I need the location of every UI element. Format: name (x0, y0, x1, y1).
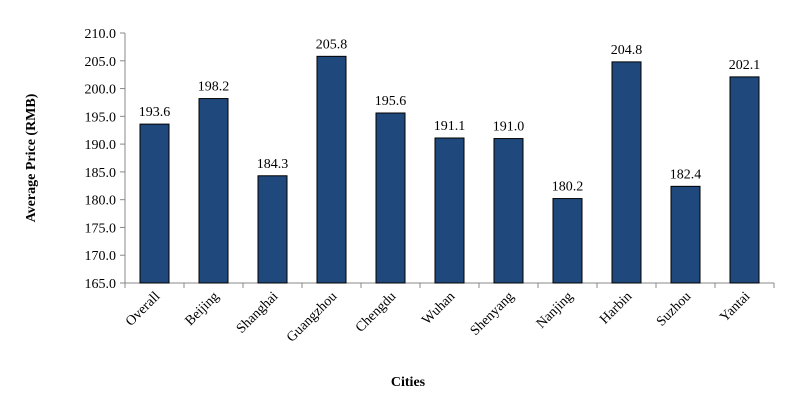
y-tick-label: 170.0 (85, 249, 117, 264)
bar-shanghai (257, 175, 288, 284)
x-tick-label: Overall (123, 289, 163, 329)
data-label: 195.6 (375, 94, 407, 109)
data-label: 191.1 (434, 119, 466, 134)
bar-guangzhou (316, 55, 347, 284)
bar-nanjing (552, 198, 583, 284)
bar-wuhan (434, 137, 465, 284)
data-label: 204.8 (611, 43, 643, 58)
data-label: 202.1 (729, 58, 761, 73)
y-axis-label: Average Price (RMB) (24, 93, 39, 222)
x-axis-label: Cities (391, 375, 426, 390)
x-tick-label: Wuhan (420, 289, 459, 328)
bar-yantai (729, 76, 760, 284)
y-tick-label: 175.0 (85, 221, 117, 236)
x-tick-label: Shanghai (234, 289, 282, 337)
data-label: 205.8 (316, 37, 348, 52)
x-tick-label: Guangzhou (284, 289, 340, 345)
data-label: 198.2 (198, 80, 230, 95)
bar-chengdu (375, 112, 406, 284)
y-tick-label: 205.0 (85, 55, 117, 70)
bar-overall (139, 123, 170, 284)
y-tick-label: 200.0 (85, 83, 117, 98)
x-tick-label: Chengdu (353, 289, 399, 335)
x-tick-label: Shenyang (468, 289, 518, 339)
data-label: 180.2 (552, 180, 584, 195)
y-tick-label: 185.0 (85, 166, 117, 181)
y-tick-label: 190.0 (85, 138, 117, 153)
bar-beijing (198, 98, 229, 284)
x-tick-label: Nanjing (534, 289, 577, 332)
y-tick-label: 210.0 (85, 27, 117, 42)
bar-suzhou (670, 185, 701, 284)
x-tick-label: Yantai (717, 289, 753, 325)
x-tick-label: Harbin (597, 289, 635, 327)
x-tick-label: Beijing (183, 289, 223, 329)
y-tick-label: 165.0 (85, 277, 117, 292)
data-label: 191.0 (493, 120, 525, 135)
data-label: 193.6 (139, 105, 171, 120)
bar-shenyang (493, 138, 524, 284)
bar-harbin (611, 61, 642, 284)
data-label: 184.3 (257, 157, 289, 172)
y-tick-label: 195.0 (85, 110, 117, 125)
y-tick-label: 180.0 (85, 194, 117, 209)
x-tick-label: Suzhou (654, 289, 694, 329)
data-label: 182.4 (670, 167, 702, 182)
